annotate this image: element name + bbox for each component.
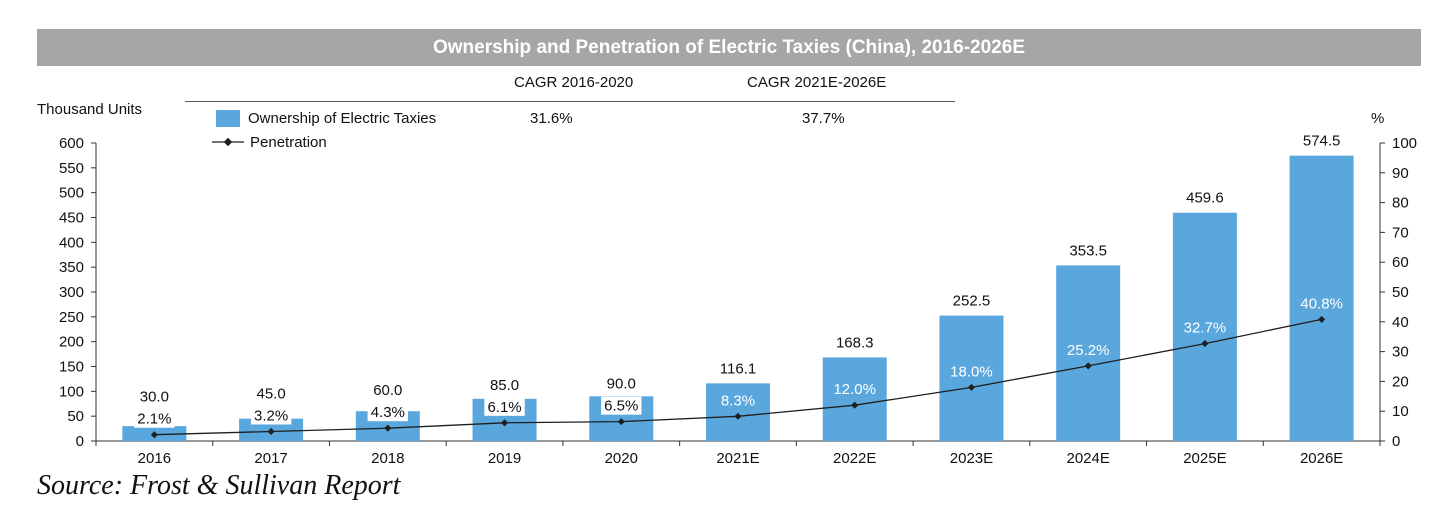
bar bbox=[706, 383, 770, 441]
y-right-tick-label: 90 bbox=[1392, 165, 1409, 182]
x-tick-label: 2020 bbox=[605, 450, 638, 467]
legend-bar-swatch bbox=[216, 110, 240, 127]
bar bbox=[822, 357, 887, 441]
penetration-value-label: 40.8% bbox=[1300, 295, 1343, 312]
x-tick-label: 2019 bbox=[488, 450, 521, 467]
bar-value-label: 116.1 bbox=[720, 360, 756, 377]
y-right-tick-label: 30 bbox=[1392, 344, 1409, 361]
y-right-tick-label: 100 bbox=[1392, 135, 1417, 152]
bar-value-label: 353.5 bbox=[1069, 242, 1107, 259]
penetration-point bbox=[734, 412, 742, 420]
bar bbox=[1289, 155, 1354, 442]
bar-value-label: 30.0 bbox=[140, 389, 169, 406]
penetration-value-label: 2.1% bbox=[137, 411, 171, 428]
y-right-tick-label: 80 bbox=[1392, 195, 1409, 212]
y-left-tick-label: 0 bbox=[76, 433, 84, 450]
y-axis-left-label: Thousand Units bbox=[37, 101, 143, 118]
penetration-value-label: 3.2% bbox=[254, 407, 288, 424]
bar bbox=[939, 315, 1004, 441]
y-left-tick-label: 50 bbox=[67, 408, 84, 425]
penetration-value-label: 18.0% bbox=[950, 363, 993, 380]
bar-value-label: 45.0 bbox=[256, 385, 285, 402]
penetration-value-label: 6.5% bbox=[604, 398, 638, 415]
bar bbox=[1056, 265, 1121, 441]
y-left-tick-label: 400 bbox=[59, 234, 84, 251]
bar bbox=[1172, 212, 1237, 441]
penetration-value-label: 25.2% bbox=[1067, 342, 1110, 359]
y-left-tick-label: 200 bbox=[59, 334, 84, 351]
bar-value-label: 574.5 bbox=[1303, 133, 1341, 150]
penetration-label-bg bbox=[484, 397, 525, 416]
penetration-point bbox=[150, 431, 158, 439]
legend-bar-label: Ownership of Electric Taxies bbox=[248, 110, 437, 127]
penetration-label-bg bbox=[134, 409, 175, 428]
bar-value-label: 90.0 bbox=[607, 376, 636, 393]
y-right-tick-label: 50 bbox=[1392, 284, 1409, 301]
y-axis-right-label: % bbox=[1371, 110, 1385, 127]
penetration-point bbox=[501, 419, 509, 427]
penetration-point bbox=[851, 401, 859, 409]
y-right-tick-label: 10 bbox=[1392, 403, 1409, 420]
x-tick-label: 2022E bbox=[833, 450, 876, 467]
y-right-tick-label: 70 bbox=[1392, 224, 1409, 241]
penetration-label-bg bbox=[367, 403, 409, 422]
penetration-value-label: 6.1% bbox=[487, 399, 521, 416]
y-left-tick-label: 150 bbox=[59, 359, 84, 376]
y-left-tick-label: 300 bbox=[59, 284, 84, 301]
penetration-label-bg bbox=[601, 396, 642, 415]
chart-title: Ownership and Penetration of Electric Ta… bbox=[432, 36, 1025, 58]
penetration-point bbox=[267, 427, 275, 435]
y-left-tick-label: 350 bbox=[59, 259, 84, 276]
penetration-point bbox=[617, 418, 625, 426]
x-tick-label: 2017 bbox=[254, 450, 287, 467]
cagr-value-1: 31.6% bbox=[530, 110, 573, 127]
y-left-tick-label: 550 bbox=[59, 160, 84, 177]
x-tick-label: 2023E bbox=[950, 450, 993, 467]
bar-value-label: 168.3 bbox=[836, 334, 874, 351]
penetration-value-label: 32.7% bbox=[1184, 320, 1227, 337]
y-right-tick-label: 40 bbox=[1392, 314, 1409, 331]
x-tick-label: 2025E bbox=[1183, 450, 1226, 467]
bar-value-label: 252.5 bbox=[953, 293, 991, 310]
cagr-value-2: 37.7% bbox=[802, 110, 845, 127]
bar-value-label: 459.6 bbox=[1186, 190, 1224, 207]
penetration-point bbox=[967, 383, 975, 391]
chart-title-bar: Ownership and Penetration of Electric Ta… bbox=[37, 29, 1421, 66]
penetration-label-bg bbox=[250, 406, 292, 425]
penetration-point bbox=[384, 424, 392, 432]
x-tick-label: 2018 bbox=[371, 450, 404, 467]
cagr-header-2: CAGR 2021E-2026E bbox=[747, 74, 887, 91]
y-left-tick-label: 100 bbox=[59, 383, 84, 400]
y-right-tick-label: 0 bbox=[1392, 433, 1400, 450]
penetration-value-label: 4.3% bbox=[371, 404, 405, 421]
y-left-tick-label: 250 bbox=[59, 309, 84, 326]
x-tick-label: 2021E bbox=[716, 450, 759, 467]
legend-line-label: Penetration bbox=[250, 134, 327, 151]
cagr-header-1: CAGR 2016-2020 bbox=[514, 74, 634, 91]
y-right-tick-label: 20 bbox=[1392, 373, 1409, 390]
x-tick-label: 2026E bbox=[1300, 450, 1343, 467]
cagr-divider bbox=[185, 101, 955, 102]
y-left-tick-label: 450 bbox=[59, 210, 84, 227]
bar-value-label: 85.0 bbox=[490, 377, 519, 394]
bar-value-label: 60.0 bbox=[373, 382, 402, 399]
y-left-tick-label: 500 bbox=[59, 185, 84, 202]
y-right-tick-label: 60 bbox=[1392, 254, 1409, 271]
x-tick-label: 2024E bbox=[1066, 450, 1109, 467]
legend-line-swatch bbox=[212, 137, 244, 147]
source-note: Source: Frost & Sullivan Report bbox=[37, 470, 401, 501]
penetration-value-label: 8.3% bbox=[721, 392, 755, 409]
penetration-value-label: 12.0% bbox=[833, 381, 876, 398]
x-tick-label: 2016 bbox=[138, 450, 171, 467]
y-left-tick-label: 600 bbox=[59, 135, 84, 152]
